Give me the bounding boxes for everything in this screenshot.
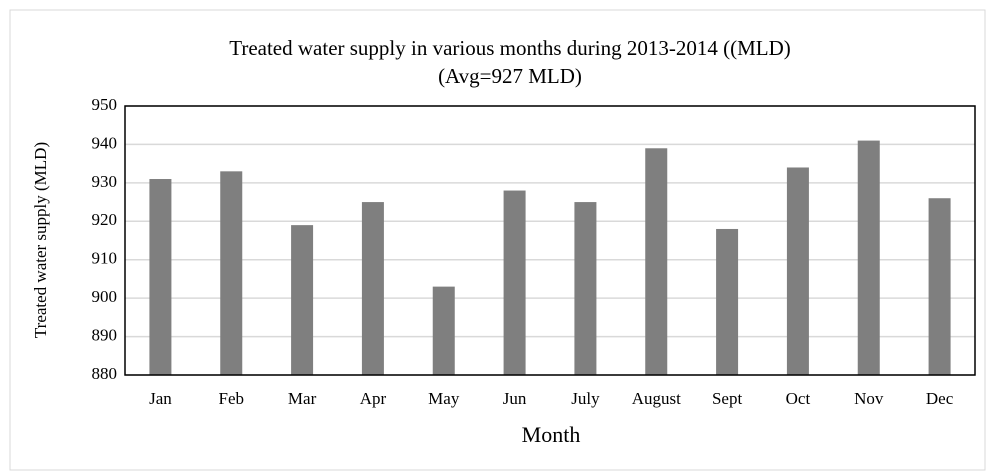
y-tick-label: 930 [92,172,118,191]
x-tick-label: Nov [854,389,884,408]
chart-title: Treated water supply in various months d… [229,36,790,60]
x-tick-label: May [428,389,460,408]
bar [786,167,809,375]
bar [503,190,526,375]
bar [432,286,455,375]
y-tick-label: 940 [92,133,118,152]
chart-subtitle: (Avg=927 MLD) [438,64,582,88]
y-tick-label: 890 [92,325,118,344]
y-tick-label: 910 [92,249,118,268]
x-tick-label: Feb [219,389,245,408]
chart-frame [9,9,986,471]
bar [220,171,243,375]
x-tick-label: Oct [786,389,811,408]
bar [291,225,314,375]
x-tick-label: Dec [926,389,954,408]
x-tick-label: Apr [360,389,387,408]
bar [574,202,597,375]
x-tick-label: Sept [712,389,743,408]
x-tick-label: July [571,389,600,408]
x-tick-label: Mar [288,389,317,408]
bar [361,202,384,375]
bar [645,148,668,375]
bar [928,198,951,375]
x-tick-label: Jun [503,389,527,408]
plot-border [124,105,976,376]
bar [716,228,739,375]
y-axis-label: Treated water supply (MLD) [31,142,50,338]
y-tick-label: 950 [92,95,118,114]
bar [149,179,172,375]
x-tick-label: August [632,389,681,408]
y-tick-label: 920 [92,210,118,229]
y-tick-label: 880 [92,364,118,383]
x-tick-label: Jan [149,389,172,408]
x-axis-label: Month [522,422,581,447]
bar [857,140,880,375]
y-tick-label: 900 [92,287,118,306]
